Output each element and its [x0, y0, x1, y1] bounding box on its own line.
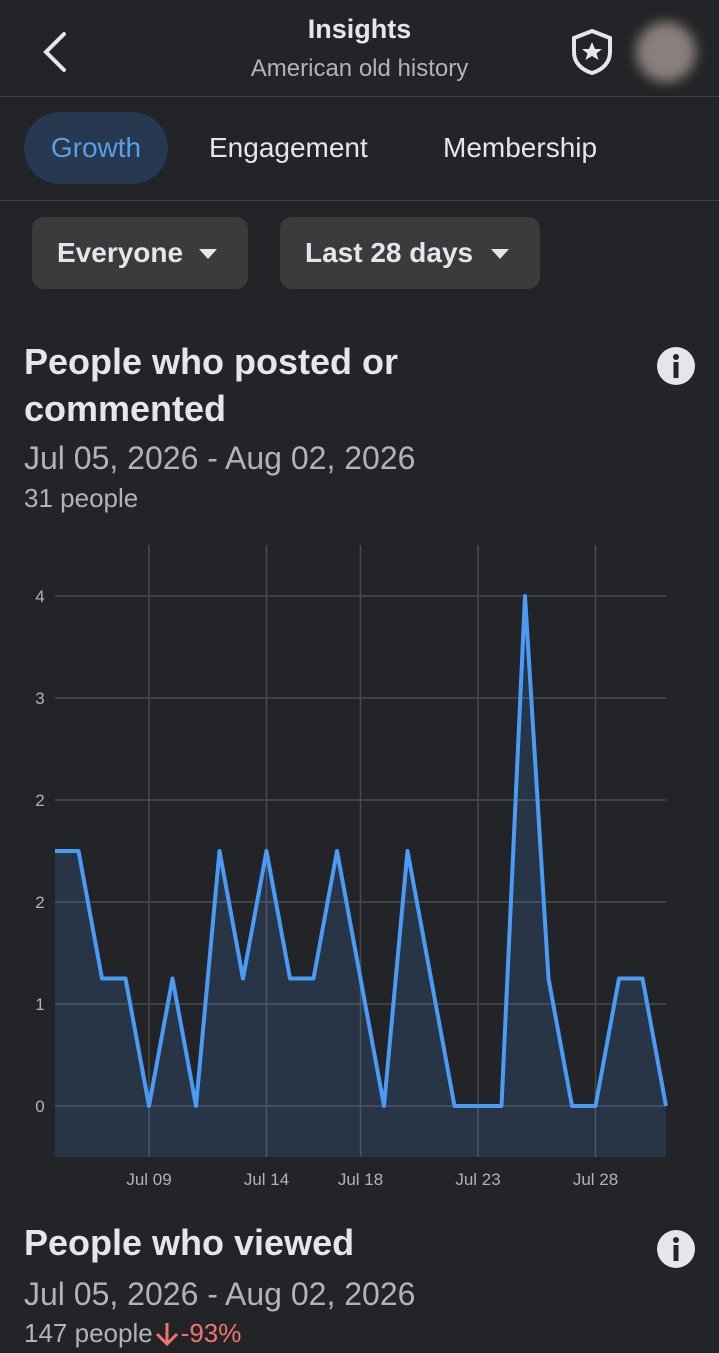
profile-avatar[interactable]	[636, 22, 696, 82]
tab[interactable]: Membership	[443, 132, 598, 163]
date-range: Jul 05, 2026 - Aug 02, 2026	[24, 1276, 416, 1312]
y-tick-label: 1	[35, 995, 44, 1014]
y-tick-label: 2	[35, 791, 44, 810]
summary: 31 people	[24, 483, 139, 513]
filter-label: Everyone	[57, 237, 184, 268]
info-icon[interactable]	[656, 1229, 696, 1269]
change: -93%	[180, 1318, 242, 1348]
line-chart: 0 1 2 2 3 4 Jul 09 Jul 14 Jul 18 Jul 23 Jul 28	[35, 545, 668, 1189]
divider	[0, 200, 719, 201]
y-tick-label: 3	[35, 689, 44, 708]
y-tick-label: 4	[35, 587, 44, 606]
x-tick-label: Jul 28	[573, 1170, 618, 1189]
card-title: People who posted or commented	[24, 341, 399, 429]
admin-shield-icon[interactable]	[570, 28, 614, 76]
date-range: Jul 05, 2026 - Aug 02, 2026	[24, 440, 416, 476]
info-icon[interactable]	[656, 346, 696, 386]
tab[interactable]: Engagement	[209, 132, 368, 163]
header-title: Insights	[307, 14, 412, 44]
tab-active-bg[interactable]	[24, 112, 168, 184]
x-tick-label: Jul 14	[244, 1170, 289, 1189]
x-tick-label: Jul 23	[455, 1170, 500, 1189]
down-arrow	[155, 1322, 178, 1346]
data-line	[55, 594, 668, 1108]
filter-label: Last 28 days	[305, 237, 474, 268]
x-tick-label: Jul 18	[338, 1170, 383, 1189]
dropdown-caret	[491, 249, 509, 259]
y-tick-label: 2	[35, 893, 44, 912]
area-fill	[55, 596, 666, 1157]
back-button[interactable]	[38, 30, 74, 74]
summary: 147 people	[24, 1318, 153, 1348]
divider	[0, 96, 719, 97]
card-title: People who viewed	[24, 1222, 355, 1263]
dropdown-caret	[199, 249, 217, 259]
summary-row: 147 people -93%	[24, 1318, 241, 1349]
tab[interactable]: Growth	[50, 132, 142, 163]
header-subtitle: American old history	[250, 55, 469, 82]
y-tick-label: 0	[35, 1097, 44, 1116]
x-tick-label: Jul 09	[126, 1170, 171, 1189]
